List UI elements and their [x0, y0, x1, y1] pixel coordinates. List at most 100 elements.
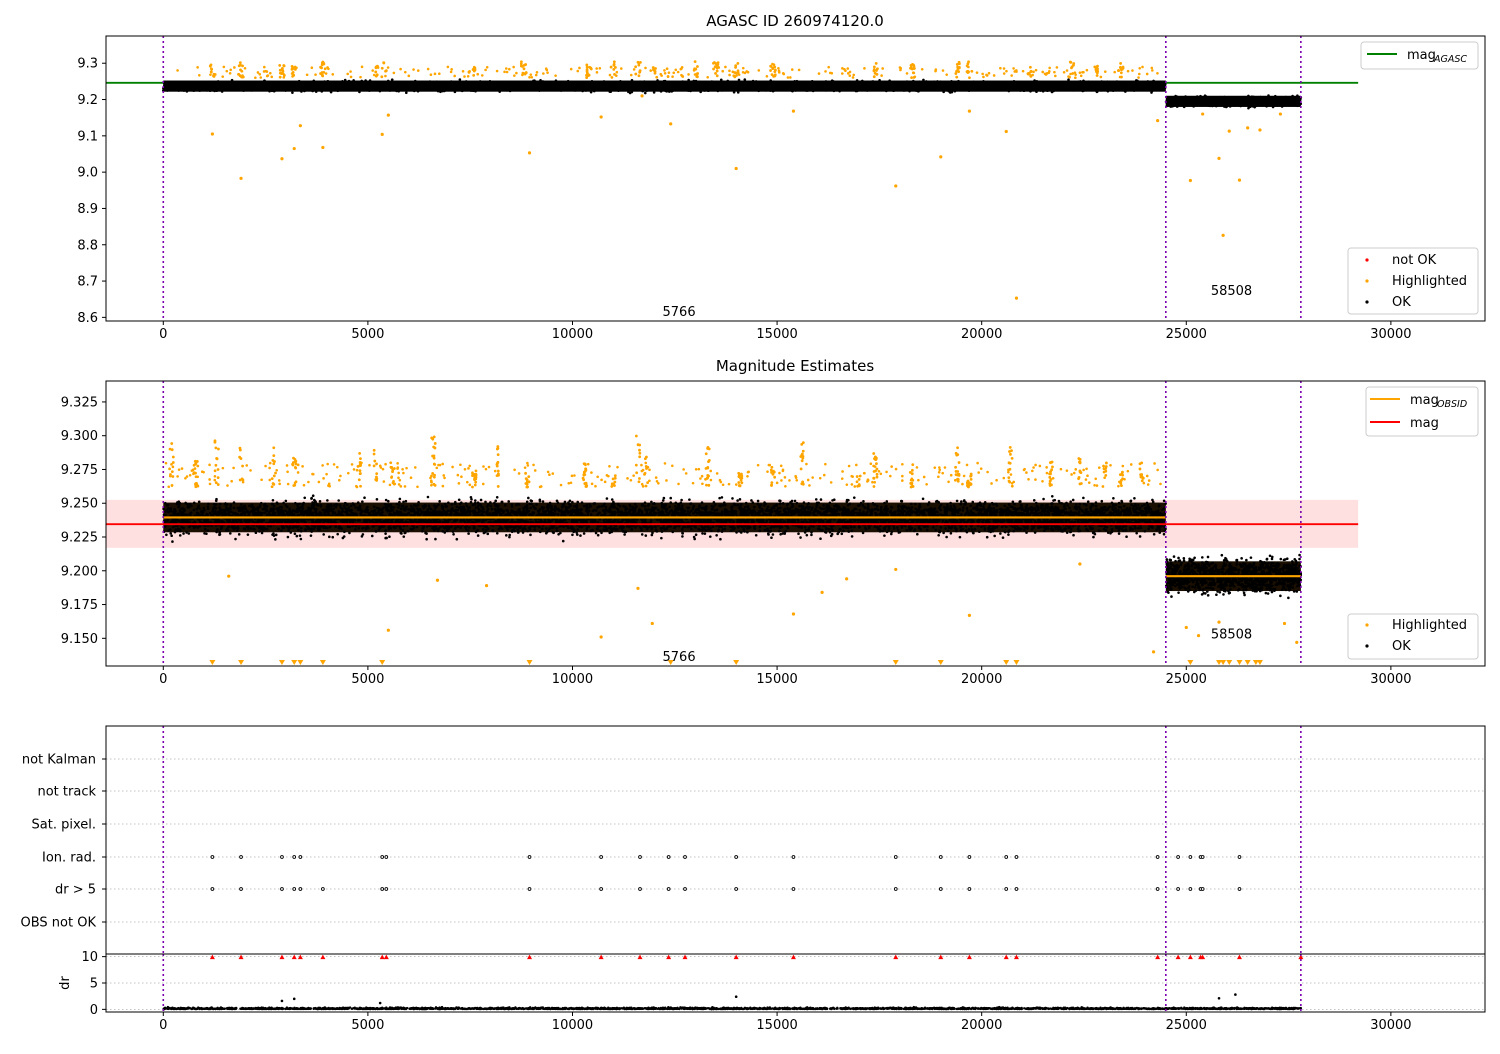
highlighted-point	[731, 71, 734, 74]
ok-point	[650, 88, 653, 91]
highlighted-point	[724, 66, 727, 69]
highlighted-point	[958, 62, 961, 65]
highlighted-point	[322, 71, 325, 74]
ok-point	[474, 90, 477, 93]
ok-point	[459, 78, 462, 81]
ok-point	[742, 89, 745, 92]
ok-point	[633, 82, 636, 85]
highlighted-point	[484, 69, 487, 72]
ok-point	[572, 87, 575, 90]
highlighted-point	[630, 74, 633, 77]
highlighted-point	[633, 68, 636, 71]
highlighted-point	[849, 71, 852, 74]
highlighted-point	[588, 66, 591, 69]
ok-point	[581, 90, 584, 93]
highlighted-point	[1069, 73, 1072, 76]
highlighted-point	[1063, 71, 1066, 74]
highlighted-point	[716, 70, 719, 73]
ok-point	[184, 82, 187, 85]
ok-point	[591, 80, 594, 83]
highlighted-point	[1054, 75, 1057, 78]
ok-point	[192, 89, 195, 92]
highlighted-point	[520, 64, 523, 67]
ok-point	[718, 86, 721, 89]
highlighted-point	[529, 73, 532, 76]
highlighted-point	[295, 67, 298, 70]
highlighted-point	[508, 68, 511, 71]
highlighted-point	[266, 75, 269, 78]
ok-point	[1040, 85, 1043, 88]
highlighted-point	[599, 67, 602, 70]
highlighted-point	[968, 76, 971, 79]
ok-point	[969, 88, 972, 91]
highlighted-point	[1141, 66, 1144, 69]
highlighted-point	[982, 76, 985, 79]
highlighted-point	[652, 66, 655, 69]
highlighted-point	[616, 71, 619, 74]
ok-point	[550, 80, 553, 83]
highlighted-point	[717, 61, 720, 64]
ok-point	[525, 88, 528, 91]
highlighted-point	[663, 69, 666, 72]
ok-point	[904, 82, 907, 85]
ok-point	[888, 79, 891, 82]
ok-point	[231, 79, 234, 82]
highlighted-point	[1138, 73, 1141, 76]
highlighted-point	[346, 73, 349, 76]
ok-point	[912, 80, 915, 83]
highlighted-point	[1137, 76, 1140, 79]
highlighted-point	[515, 72, 518, 75]
ok-point	[539, 82, 542, 85]
highlighted-point	[263, 66, 266, 69]
highlighted-point	[327, 68, 330, 71]
ok-point	[659, 82, 662, 85]
highlighted-point	[1113, 71, 1116, 74]
ok-point	[942, 91, 945, 94]
highlighted-point	[634, 73, 637, 76]
highlighted-point	[373, 74, 376, 77]
highlighted-point	[694, 68, 697, 71]
highlighted-point	[210, 63, 213, 66]
highlighted-point	[596, 71, 599, 74]
ok-point	[1028, 88, 1031, 91]
ok-point	[348, 80, 351, 83]
highlighted-point	[742, 67, 745, 70]
highlighted-point	[1069, 61, 1072, 64]
ok-point	[432, 88, 435, 91]
ok-point	[960, 87, 963, 90]
highlighted-point	[1119, 76, 1122, 79]
highlighted-point	[1029, 66, 1032, 69]
ok-point	[712, 84, 715, 87]
highlighted-point	[225, 70, 228, 73]
ok-point	[489, 88, 492, 91]
highlighted-point	[712, 62, 715, 65]
highlighted-point	[468, 71, 471, 74]
ok-point	[885, 82, 888, 85]
ok-point	[730, 87, 733, 90]
ok-point	[550, 86, 553, 89]
highlighted-point	[1032, 71, 1035, 74]
ok-point	[541, 85, 544, 88]
ok-point	[344, 81, 347, 84]
highlighted-point	[666, 67, 669, 70]
ok-point	[255, 89, 258, 92]
highlighted-point	[291, 65, 294, 68]
ok-point	[225, 86, 228, 89]
ok-point	[622, 81, 625, 84]
ok-point	[331, 82, 334, 85]
ok-point	[498, 82, 501, 85]
highlighted-point	[945, 73, 948, 76]
highlighted-point	[229, 68, 232, 71]
highlighted-point	[614, 66, 617, 69]
highlighted-point	[876, 73, 879, 76]
highlighted-point	[239, 64, 242, 67]
ok-point	[720, 78, 723, 81]
highlighted-point	[233, 66, 236, 69]
highlighted-point	[1151, 69, 1154, 72]
ok-point	[593, 90, 596, 93]
highlighted-point	[1005, 70, 1008, 73]
highlighted-point	[985, 74, 988, 77]
highlighted-point	[486, 66, 489, 69]
highlighted-point	[771, 66, 774, 69]
highlighted-point	[1022, 70, 1025, 73]
